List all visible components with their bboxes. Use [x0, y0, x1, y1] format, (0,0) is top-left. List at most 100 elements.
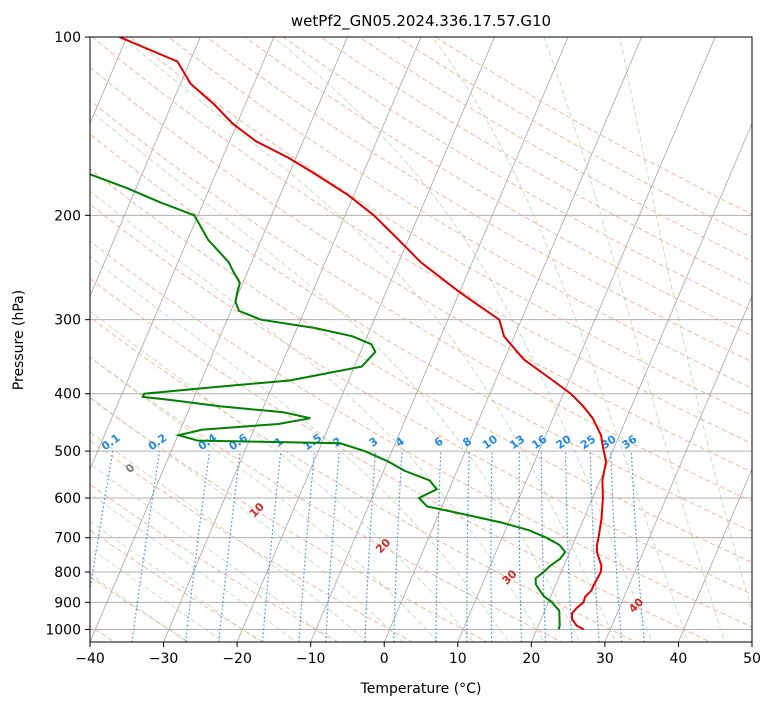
dry-adiabat-line: [90, 203, 752, 595]
isotherm-line: [163, 37, 422, 642]
mixing-ratio-label: 6: [432, 435, 446, 450]
y-tick-label: 300: [54, 313, 81, 329]
x-tick-label: 0: [380, 651, 389, 667]
isotherm-line: [90, 37, 128, 125]
y-tick-label: 800: [54, 565, 81, 581]
isotherm-line: [383, 37, 643, 642]
isotherm-line: [530, 122, 752, 642]
isotherm-line: [678, 468, 752, 642]
mixing-ratio-line: [490, 451, 493, 642]
y-axis-label: Pressure (hPa): [11, 290, 27, 390]
profile-traces: [90, 37, 608, 631]
mixing-ratio-label: 16: [529, 432, 549, 452]
x-tick-label: −40: [75, 651, 105, 667]
mixing-ratio-label: 0.1: [99, 431, 122, 453]
isotherm-line: [457, 37, 716, 642]
mixing-ratio-line: [131, 451, 161, 642]
mixing-ratio-line: [261, 451, 282, 642]
mixing-ratio-label: 3: [367, 435, 381, 450]
moist-adiabat-line: [90, 547, 225, 642]
moist-adiabat-line: [90, 255, 510, 642]
x-tick-label: 40: [670, 651, 688, 667]
dry-adiabat-label: 40: [626, 595, 646, 615]
mixing-ratio-label: 36: [619, 432, 639, 452]
y-tick-label: 700: [54, 531, 81, 547]
isotherm-line: [90, 37, 348, 642]
dry-adiabat-line: [90, 440, 414, 642]
mixing-ratio-line: [435, 451, 442, 642]
mixing-ratio-line: [393, 451, 403, 642]
dry-adiabat-line: [320, 37, 752, 287]
dry-adiabat-line: [90, 240, 752, 628]
moist-adiabat-line: [90, 573, 189, 642]
mixing-ratio-line: [364, 451, 377, 642]
mixing-ratio-line: [218, 451, 241, 642]
dry-adiabat-line: [434, 37, 752, 215]
moist-adiabat-line: [543, 37, 726, 642]
dry-adiabat-label: 30: [500, 567, 520, 587]
y-tick-label: 100: [54, 30, 81, 46]
dry-adiabat-line: [281, 37, 752, 312]
dry-adiabat-label: 0: [123, 461, 138, 476]
mixing-ratio-line: [565, 451, 573, 642]
x-axis-ticks: −40 −30 −20 −10 0 10 20 30 40 50: [75, 642, 761, 667]
isotherm-line: [0, 10, 65, 654]
y-tick-label: 1000: [45, 622, 81, 638]
y-tick-label: 400: [54, 387, 81, 403]
moist-adiabat-line: [90, 431, 368, 642]
mixing-ratio-label: 8: [460, 435, 474, 450]
x-tick-label: −20: [222, 651, 252, 667]
moist-adiabat-line: [431, 37, 689, 642]
mixing-ratio-line: [185, 451, 211, 642]
moist-adiabat-line: [90, 356, 439, 642]
moist-adiabat-line: [90, 492, 297, 642]
dry-adiabat-line: [91, 37, 752, 445]
isotherm-line: [90, 37, 201, 298]
isotherm-line: [90, 37, 275, 471]
dry-adiabat-line: [396, 37, 752, 239]
dry-adiabat-line: [90, 99, 752, 502]
temperature-line: [119, 37, 608, 631]
dry-adiabat-label: -10: [2, 415, 25, 438]
mixing-ratio-line: [298, 451, 316, 642]
mixing-ratio-label: 4: [393, 435, 407, 450]
isotherm-line: [236, 37, 495, 642]
x-tick-label: 10: [449, 651, 467, 667]
dry-adiabat-line: [90, 278, 713, 642]
moist-adiabat-line: [90, 520, 261, 642]
dry-adiabat-line: [129, 37, 752, 417]
dry-adiabat-line: [0, 10, 57, 654]
dry-adiabat-line: [90, 133, 752, 533]
moist-adiabat-line: [90, 463, 333, 642]
y-tick-label: 600: [54, 491, 81, 507]
dry-adiabat-line: [90, 66, 752, 473]
y-axis-ticks: 100 200 300 400 500 600 700 800 900 1000: [45, 30, 90, 638]
chart-title: wetPf2_GN05.2024.336.17.57.G10: [291, 12, 551, 31]
dry-adiabat-line: [90, 529, 265, 642]
dry-adiabat-line: [90, 356, 563, 642]
mixing-ratio-label: 0.2: [146, 431, 169, 453]
plot-frame: [89, 36, 753, 643]
dry-adiabat-label: 20: [373, 536, 393, 556]
dry-adiabat-line: [90, 168, 752, 563]
x-tick-label: 30: [596, 651, 614, 667]
dry-adiabat-label: 10: [247, 500, 267, 520]
x-tick-label: 20: [522, 651, 540, 667]
mixing-ratio-line: [325, 451, 340, 642]
mixing-ratio-line: [589, 451, 600, 642]
mixing-ratio-line: [540, 451, 547, 642]
dry-adiabat-line: [90, 576, 190, 642]
isotherm-line: [310, 37, 569, 642]
moist-adiabat-line: [273, 37, 653, 642]
x-tick-label: 50: [743, 651, 761, 667]
x-tick-label: −10: [296, 651, 326, 667]
dry-adiabat-line: [90, 483, 339, 642]
isotherm-line: [604, 295, 752, 642]
dry-adiabat-line: [90, 397, 489, 642]
dry-adiabat-line: [167, 37, 752, 389]
mixing-ratio-label: 25: [578, 433, 598, 452]
y-tick-label: 900: [54, 595, 81, 611]
y-tick-label: 500: [54, 444, 81, 460]
dry-adiabat-line: [358, 37, 752, 263]
